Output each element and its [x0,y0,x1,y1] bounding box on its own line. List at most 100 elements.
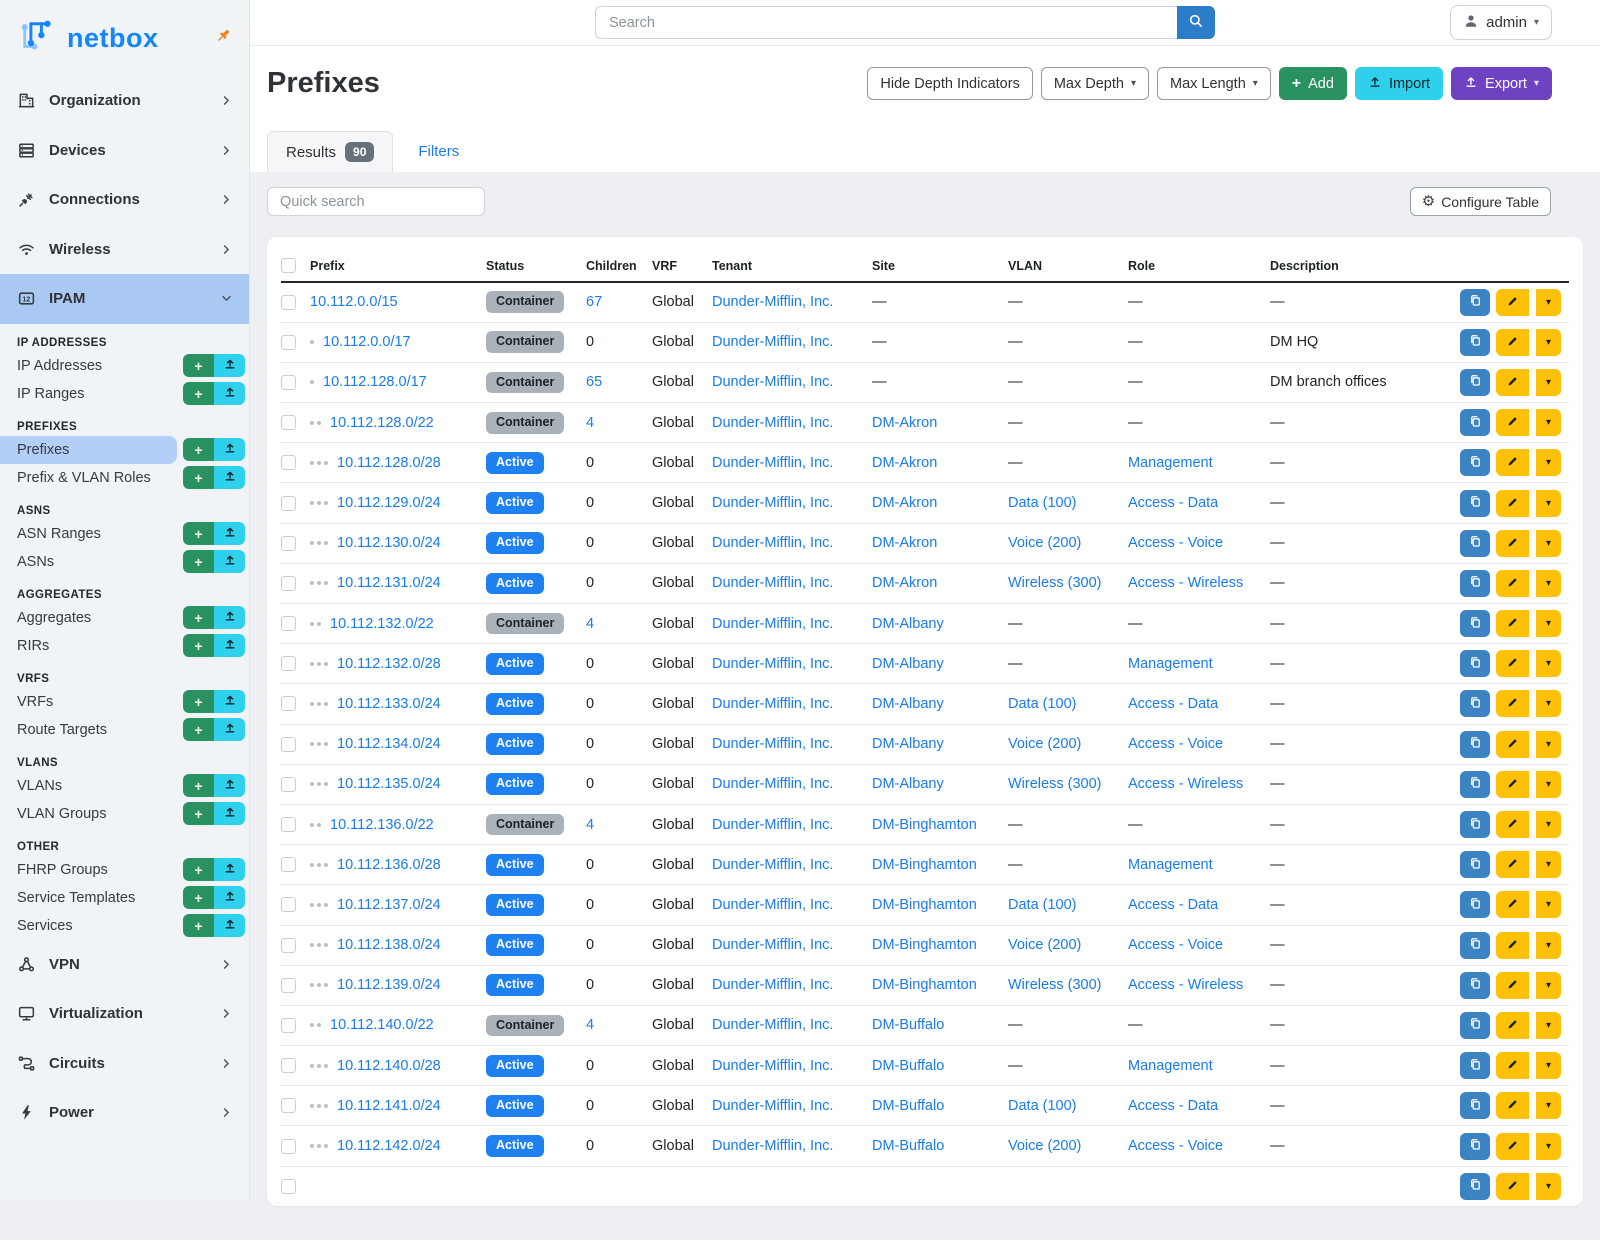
prefix-link[interactable]: 10.112.131.0/24 [337,575,441,591]
prefix-link[interactable]: 10.112.133.0/24 [337,696,441,712]
edit-button[interactable] [1496,1012,1529,1039]
tenant-link[interactable]: Dunder-Mifflin, Inc. [712,776,833,792]
edit-button[interactable] [1496,449,1529,476]
edit-dropdown-button[interactable]: ▾ [1536,329,1561,356]
vlan-link[interactable]: Voice (200) [1008,937,1081,953]
tenant-link[interactable]: Dunder-Mifflin, Inc. [712,575,833,591]
add-route-targets-button[interactable]: + [183,718,214,741]
copy-button[interactable] [1460,771,1490,798]
copy-button[interactable] [1460,530,1490,557]
tenant-link[interactable]: Dunder-Mifflin, Inc. [712,1098,833,1114]
edit-button[interactable] [1496,530,1529,557]
edit-button[interactable] [1496,891,1529,918]
prefix-link[interactable]: 10.112.136.0/28 [337,857,441,873]
export-dropdown[interactable]: Export▾ [1451,67,1552,100]
sidebar-subitem-link[interactable]: FHRP Groups [0,856,177,884]
vlan-link[interactable]: Data (100) [1008,1098,1077,1114]
copy-button[interactable] [1460,891,1490,918]
row-checkbox[interactable] [281,897,296,912]
column-header-role[interactable]: Role [1128,249,1270,282]
user-menu-button[interactable]: admin ▾ [1450,5,1552,40]
pin-icon[interactable] [213,26,233,51]
add-fhrp-groups-button[interactable]: + [183,858,214,881]
edit-dropdown-button[interactable]: ▾ [1536,1133,1561,1160]
copy-button[interactable] [1460,570,1490,597]
edit-dropdown-button[interactable]: ▾ [1536,851,1561,878]
tenant-link[interactable]: Dunder-Mifflin, Inc. [712,455,833,471]
tenant-link[interactable]: Dunder-Mifflin, Inc. [712,535,833,551]
edit-button[interactable] [1496,409,1529,436]
edit-dropdown-button[interactable]: ▾ [1536,731,1561,758]
sidebar-item-virtualization[interactable]: Virtualization [0,989,249,1039]
edit-button[interactable] [1496,1052,1529,1079]
row-checkbox[interactable] [281,817,296,832]
row-checkbox[interactable] [281,777,296,792]
tenant-link[interactable]: Dunder-Mifflin, Inc. [712,1138,833,1154]
edit-button[interactable] [1496,1133,1529,1160]
hide-depth-indicators-button[interactable]: Hide Depth Indicators [867,67,1032,100]
site-link[interactable]: DM-Buffalo [872,1058,944,1074]
sidebar-subitem-link[interactable]: ASNs [0,548,177,576]
edit-dropdown-button[interactable]: ▾ [1536,530,1561,557]
site-link[interactable]: DM-Buffalo [872,1098,944,1114]
role-link[interactable]: Management [1128,1058,1213,1074]
row-checkbox[interactable] [281,696,296,711]
sidebar-item-organization[interactable]: Organization [0,76,249,126]
role-link[interactable]: Access - Data [1128,696,1218,712]
edit-button[interactable] [1496,329,1529,356]
column-header-prefix[interactable]: Prefix [310,249,486,282]
copy-button[interactable] [1460,1173,1490,1200]
role-link[interactable]: Access - Data [1128,495,1218,511]
add-services-button[interactable]: + [183,914,214,937]
role-link[interactable]: Access - Data [1128,1098,1218,1114]
import-service-templates-button[interactable] [214,886,245,909]
tenant-link[interactable]: Dunder-Mifflin, Inc. [712,937,833,953]
edit-dropdown-button[interactable]: ▾ [1536,771,1561,798]
edit-dropdown-button[interactable]: ▾ [1536,289,1561,316]
import-asn-ranges-button[interactable] [214,522,245,545]
tenant-link[interactable]: Dunder-Mifflin, Inc. [712,696,833,712]
edit-dropdown-button[interactable]: ▾ [1536,449,1561,476]
site-link[interactable]: DM-Akron [872,455,937,471]
sidebar-item-vpn[interactable]: VPN [0,940,249,990]
add-prefix-vlan-roles-button[interactable]: + [183,466,214,489]
copy-button[interactable] [1460,369,1490,396]
prefix-link[interactable]: 10.112.142.0/24 [337,1138,441,1154]
role-link[interactable]: Access - Wireless [1128,776,1243,792]
copy-button[interactable] [1460,329,1490,356]
children-link[interactable]: 4 [586,1017,594,1033]
vlan-link[interactable]: Voice (200) [1008,1138,1081,1154]
tenant-link[interactable]: Dunder-Mifflin, Inc. [712,495,833,511]
tenant-link[interactable]: Dunder-Mifflin, Inc. [712,817,833,833]
site-link[interactable]: DM-Buffalo [872,1138,944,1154]
column-header-site[interactable]: Site [872,249,1008,282]
edit-dropdown-button[interactable]: ▾ [1536,409,1561,436]
edit-button[interactable] [1496,811,1529,838]
copy-button[interactable] [1460,610,1490,637]
edit-button[interactable] [1496,1173,1529,1200]
prefix-link[interactable]: 10.112.134.0/24 [337,736,441,752]
quick-search-input[interactable] [267,187,485,216]
role-link[interactable]: Access - Voice [1128,937,1223,953]
tenant-link[interactable]: Dunder-Mifflin, Inc. [712,334,833,350]
row-checkbox[interactable] [281,496,296,511]
prefix-link[interactable]: 10.112.141.0/24 [337,1098,441,1114]
import-vlan-groups-button[interactable] [214,802,245,825]
add-rirs-button[interactable]: + [183,634,214,657]
import-rirs-button[interactable] [214,634,245,657]
copy-button[interactable] [1460,1092,1490,1119]
vlan-link[interactable]: Wireless (300) [1008,776,1101,792]
row-checkbox[interactable] [281,1018,296,1033]
edit-dropdown-button[interactable]: ▾ [1536,1012,1561,1039]
site-link[interactable]: DM-Akron [872,535,937,551]
vlan-link[interactable]: Wireless (300) [1008,575,1101,591]
sidebar-item-circuits[interactable]: Circuits [0,1039,249,1089]
row-checkbox[interactable] [281,295,296,310]
edit-button[interactable] [1496,690,1529,717]
add-vrfs-button[interactable]: + [183,690,214,713]
site-link[interactable]: DM-Binghamton [872,977,977,993]
tenant-link[interactable]: Dunder-Mifflin, Inc. [712,415,833,431]
edit-dropdown-button[interactable]: ▾ [1536,610,1561,637]
role-link[interactable]: Management [1128,455,1213,471]
edit-dropdown-button[interactable]: ▾ [1536,490,1561,517]
